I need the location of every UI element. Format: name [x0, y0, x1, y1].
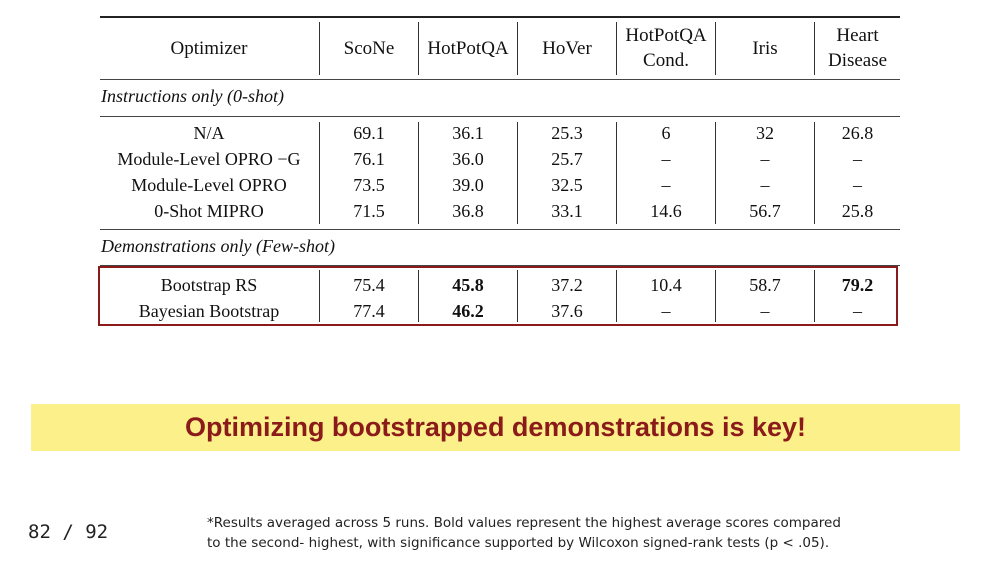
column-divider: [814, 122, 815, 224]
header-rule: [100, 79, 900, 80]
table-cell: 69.1: [353, 123, 385, 143]
table-cell: 6: [661, 123, 671, 143]
column-divider: [715, 22, 716, 75]
table-cell: 36.1: [452, 123, 484, 143]
table-cell-bold: 79.2: [841, 275, 874, 295]
table-cell: 10.4: [650, 275, 682, 295]
table-cell: –: [661, 149, 671, 169]
column-divider: [814, 22, 815, 75]
column-divider: [517, 122, 518, 224]
column-divider: [319, 270, 320, 322]
table-cell: 39.0: [452, 175, 484, 195]
table-cell: 32: [756, 123, 774, 143]
table-cell: 32.5: [551, 175, 583, 195]
table-cell: –: [661, 175, 671, 195]
table-cell: –: [853, 149, 862, 169]
table-cell: 36.8: [452, 201, 484, 221]
table-cell: 77.4: [353, 301, 385, 321]
column-divider: [418, 22, 419, 75]
table-cell: 58.7: [749, 275, 781, 295]
table-cell: 76.1: [353, 149, 385, 169]
section-title-few-shot: Demonstrations only (Few-shot): [101, 236, 335, 256]
table-cell: –: [760, 175, 770, 195]
column-divider: [418, 270, 419, 322]
table-top-rule: [100, 16, 900, 18]
section-title-zero-shot: Instructions only (0-shot): [101, 86, 284, 106]
row-label: Module-Level OPRO −G: [117, 149, 301, 169]
highlight-box: [98, 266, 898, 326]
table-cell: –: [853, 301, 862, 321]
table-cell: 25.8: [841, 201, 874, 221]
header-scone: ScoNe: [343, 37, 395, 59]
column-divider: [616, 22, 617, 75]
table-cell: –: [853, 175, 862, 195]
key-takeaway-banner: Optimizing bootstrapped demonstrations i…: [31, 404, 960, 451]
footnote: *Results averaged across 5 runs. Bold va…: [207, 515, 841, 551]
column-divider: [616, 270, 617, 322]
header-hover: HoVer: [542, 37, 592, 59]
table-cell: 14.6: [650, 201, 682, 221]
row-label: Module-Level OPRO: [131, 175, 287, 195]
header-optimizer: Optimizer: [170, 37, 248, 59]
table-cell: 37.6: [551, 301, 583, 321]
table-cell: 36.0: [452, 149, 484, 169]
table-cell: 71.5: [353, 201, 385, 221]
column-divider: [517, 270, 518, 322]
column-divider: [319, 22, 320, 75]
section-rule: [100, 229, 900, 230]
table-cell: 25.7: [551, 149, 583, 169]
header-heart-disease: Heart Disease: [827, 25, 888, 71]
table-cell: 26.8: [841, 123, 874, 143]
row-label: Bootstrap RS: [160, 275, 258, 295]
page-number: 82 / 92: [28, 521, 109, 543]
column-divider: [517, 22, 518, 75]
row-label: N/A: [193, 123, 225, 143]
column-divider: [715, 122, 716, 224]
table-cell: 37.2: [551, 275, 583, 295]
table-cell: 33.1: [551, 201, 583, 221]
header-hotpotqa: HotPotQA: [427, 37, 509, 59]
row-label: Bayesian Bootstrap: [138, 301, 280, 321]
section-rule: [100, 116, 900, 117]
table-cell: 75.4: [353, 275, 385, 295]
banner-text: Optimizing bootstrapped demonstrations i…: [184, 412, 807, 442]
column-divider: [715, 270, 716, 322]
table-cell-bold: 45.8: [452, 275, 484, 295]
table-cell: 56.7: [749, 201, 781, 221]
header-hotpotqa-cond: HotPotQA Cond.: [625, 25, 707, 71]
table-cell: –: [760, 149, 770, 169]
column-divider: [319, 122, 320, 224]
column-divider: [418, 122, 419, 224]
column-divider: [814, 270, 815, 322]
header-iris: Iris: [752, 37, 778, 59]
row-label: 0-Shot MIPRO: [154, 201, 264, 221]
table-cell: 25.3: [551, 123, 583, 143]
table-cell: 73.5: [353, 175, 385, 195]
section-rule: [100, 265, 900, 266]
column-divider: [616, 122, 617, 224]
table-cell-bold: 46.2: [452, 301, 484, 321]
table-cell: –: [760, 301, 770, 321]
table-cell: –: [661, 301, 671, 321]
